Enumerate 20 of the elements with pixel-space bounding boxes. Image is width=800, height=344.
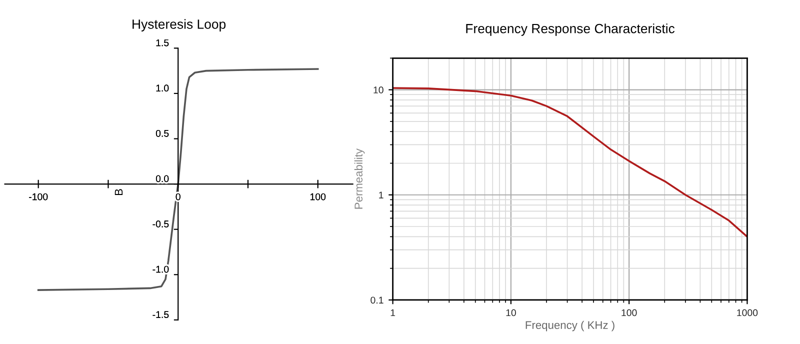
x-tick-label: 1 bbox=[390, 309, 396, 316]
y-axis-title: Permeability bbox=[354, 148, 365, 209]
x-tick-label: 100 bbox=[310, 193, 326, 200]
y-tick-label: 0.0 bbox=[156, 175, 169, 182]
y-tick-label: 1.5 bbox=[156, 39, 169, 46]
x-tick-label: 100 bbox=[622, 309, 637, 316]
x-tick-label: -100 bbox=[29, 193, 48, 200]
y-tick-label: 1.0 bbox=[156, 84, 169, 92]
y-axis-title: B bbox=[114, 189, 123, 195]
x-tick-label: 10 bbox=[506, 309, 516, 316]
chart-title: Frequency Response Characteristic bbox=[466, 24, 675, 36]
y-tick-label: -1.5 bbox=[152, 311, 169, 318]
x-tick-label: 0 bbox=[176, 193, 180, 200]
y-tick-label: 0.1 bbox=[370, 296, 384, 304]
y-tick-label: 10 bbox=[374, 86, 384, 94]
chart-title: Hysteresis Loop bbox=[132, 19, 226, 32]
x-tick-label: 1000 bbox=[737, 309, 758, 316]
x-axis-title: Frequency ( KHz ) bbox=[526, 320, 614, 332]
y-tick-label: -0.5 bbox=[152, 220, 169, 228]
y-tick-label: 0.5 bbox=[156, 130, 169, 137]
